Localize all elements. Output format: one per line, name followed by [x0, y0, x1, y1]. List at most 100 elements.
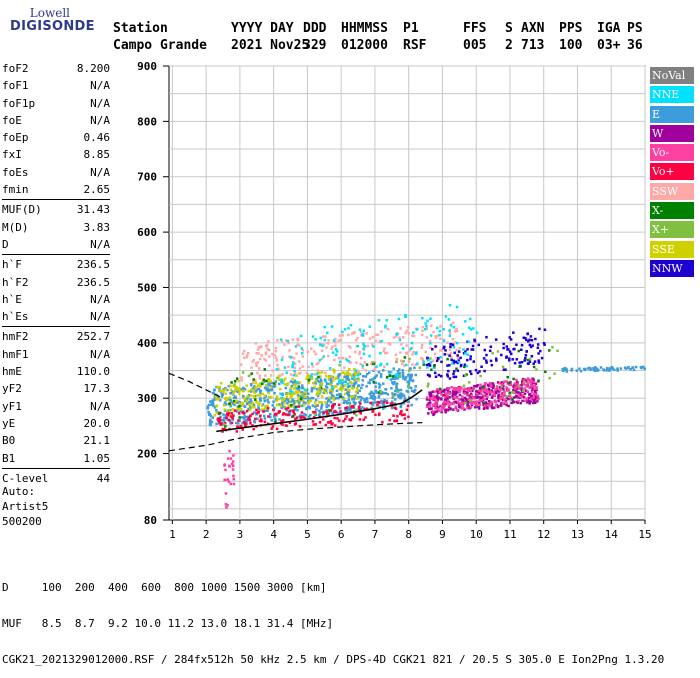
echo-point [458, 390, 461, 393]
echo-point [398, 338, 402, 342]
echo-point [511, 391, 514, 394]
echo-point [482, 386, 485, 389]
legend-item-noval: NoVal [650, 67, 694, 84]
echo-point [243, 415, 246, 418]
header-value-7: 713 [521, 38, 545, 53]
echo-point [311, 335, 315, 338]
echo-point [380, 392, 383, 396]
echo-point [442, 403, 445, 406]
echo-point [347, 385, 351, 388]
echo-point [486, 383, 490, 387]
echo-point [470, 372, 473, 376]
echo-point [256, 384, 260, 387]
echo-point [250, 366, 253, 369]
echo-point [238, 405, 241, 408]
echo-point [352, 406, 356, 410]
echo-point [275, 399, 279, 402]
echo-point [381, 420, 384, 424]
echo-point [280, 380, 283, 383]
echo-point [586, 367, 590, 370]
echo-point [309, 413, 312, 417]
echo-point [255, 408, 258, 412]
echo-point [256, 411, 259, 415]
echo-point [407, 415, 410, 419]
x-tick-label: 11 [503, 528, 516, 541]
echo-point [245, 402, 249, 406]
echo-point [529, 400, 532, 403]
echo-point [340, 389, 343, 392]
echo-point [252, 404, 256, 407]
param-value: 44 [96, 471, 110, 485]
echo-point [497, 404, 500, 408]
y-tick-label: 600 [137, 226, 157, 239]
echo-point [434, 407, 437, 410]
echo-point [297, 388, 301, 391]
echo-point [311, 381, 315, 385]
echo-point [449, 402, 453, 406]
echo-point [358, 400, 361, 404]
echo-point [252, 378, 255, 381]
echo-point [561, 367, 564, 371]
echo-point [425, 336, 429, 339]
echo-point [294, 400, 298, 403]
param-value: N/A [90, 165, 110, 179]
echo-point [434, 345, 437, 348]
echo-point [325, 402, 329, 406]
echo-point [483, 383, 487, 386]
echo-point [509, 383, 513, 387]
echo-point [319, 410, 322, 414]
x-tick-label: 3 [237, 528, 244, 541]
x-tick-label: 5 [304, 528, 311, 541]
echo-point [377, 396, 381, 399]
echo-point [222, 419, 226, 422]
echo-point [469, 370, 472, 373]
echo-point [251, 360, 255, 363]
echo-point [344, 400, 347, 404]
echo-point [486, 395, 489, 399]
echo-point [472, 387, 476, 391]
echo-point [270, 419, 273, 422]
echo-point [233, 383, 236, 386]
echo-point [534, 387, 538, 390]
echo-point [358, 408, 361, 411]
echo-point [442, 328, 446, 331]
echo-point [295, 391, 298, 395]
echo-point [374, 385, 377, 389]
echo-point [232, 384, 235, 388]
echo-point [432, 394, 435, 398]
echo-point [334, 397, 337, 400]
param-name: MUF(D) [2, 203, 42, 217]
echo-point [239, 407, 243, 411]
echo-point [428, 404, 431, 407]
echo-point [465, 394, 469, 397]
echo-point [516, 382, 519, 386]
echo-point [462, 406, 465, 410]
echo-point [515, 378, 518, 382]
echo-point [474, 368, 478, 372]
echo-point [499, 389, 502, 392]
echo-point [523, 359, 526, 362]
echo-point [448, 363, 451, 367]
echo-point [453, 396, 456, 399]
param-name: foF2 [2, 62, 29, 75]
echo-point [278, 418, 281, 421]
echo-point [220, 418, 223, 422]
echo-point [428, 407, 431, 411]
echo-point [270, 396, 273, 399]
echo-point [399, 405, 403, 409]
echo-point [453, 329, 457, 333]
echo-point [528, 392, 532, 396]
echo-point [528, 402, 531, 405]
echo-point [232, 477, 236, 481]
echo-point [517, 384, 521, 388]
echo-point [374, 413, 377, 417]
echo-point [280, 419, 283, 423]
echo-point [500, 383, 504, 386]
echo-point [500, 385, 503, 388]
echo-point [358, 352, 361, 356]
echo-point [466, 348, 469, 351]
x-tick-label: 9 [439, 528, 446, 541]
echo-point [523, 380, 526, 384]
echo-point [308, 397, 312, 401]
echo-point [301, 391, 304, 394]
